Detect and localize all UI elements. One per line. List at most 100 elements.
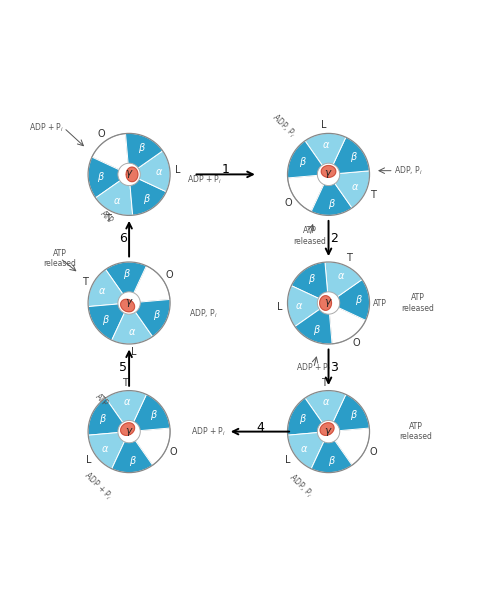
Text: β: β [298, 414, 304, 424]
Wedge shape [96, 175, 132, 215]
Wedge shape [294, 303, 331, 344]
Text: 3: 3 [329, 361, 337, 374]
Text: 6: 6 [120, 232, 127, 245]
Text: β: β [153, 310, 159, 320]
Wedge shape [111, 431, 152, 473]
Text: O: O [369, 448, 376, 457]
Text: ADP, P$_i$: ADP, P$_i$ [188, 308, 217, 320]
Text: ADP, P$_i$: ADP, P$_i$ [393, 164, 421, 177]
Wedge shape [304, 133, 345, 175]
Text: L: L [86, 455, 91, 465]
Circle shape [118, 421, 140, 443]
Text: α: α [99, 286, 105, 296]
Text: β: β [128, 456, 134, 466]
Text: T: T [82, 277, 87, 287]
Text: ATP
released: ATP released [44, 248, 76, 268]
Text: β: β [123, 269, 130, 278]
Text: ADP, P$_i$: ADP, P$_i$ [286, 471, 314, 500]
Wedge shape [111, 303, 152, 344]
Wedge shape [287, 398, 328, 435]
Text: α: α [128, 328, 134, 337]
Text: $\gamma$: $\gamma$ [124, 425, 133, 437]
Text: ADP + P$_i$: ADP + P$_i$ [81, 469, 114, 502]
Wedge shape [328, 394, 369, 431]
Circle shape [118, 292, 140, 314]
Wedge shape [129, 299, 170, 337]
Text: $\gamma$: $\gamma$ [124, 297, 133, 309]
Wedge shape [88, 303, 129, 340]
Text: α: α [322, 140, 328, 150]
Wedge shape [324, 262, 361, 303]
Wedge shape [129, 394, 169, 431]
Text: β: β [99, 414, 105, 424]
Text: ATP: ATP [372, 298, 386, 307]
Text: ADP + P$_i$: ADP + P$_i$ [190, 425, 225, 438]
Text: 2: 2 [329, 232, 337, 245]
Polygon shape [120, 423, 134, 436]
Text: α: α [101, 443, 108, 454]
Text: T: T [370, 190, 375, 200]
Wedge shape [105, 391, 146, 431]
Wedge shape [125, 133, 162, 175]
Text: β: β [138, 143, 144, 152]
Polygon shape [120, 299, 134, 312]
Text: α: α [113, 196, 120, 206]
Text: ADP + P$_i$: ADP + P$_i$ [296, 362, 330, 374]
Text: ATP
released: ATP released [293, 226, 325, 245]
Text: α: α [295, 301, 301, 311]
Text: T: T [121, 377, 128, 388]
Wedge shape [304, 391, 345, 431]
Wedge shape [311, 175, 351, 215]
Text: T: T [346, 253, 351, 263]
Wedge shape [88, 269, 129, 307]
Text: O: O [97, 129, 105, 139]
Wedge shape [129, 266, 169, 303]
Text: β: β [298, 157, 304, 167]
Text: ATP: ATP [93, 392, 109, 408]
Text: 5: 5 [119, 361, 127, 374]
Wedge shape [287, 175, 328, 212]
Text: α: α [337, 271, 344, 281]
Text: O: O [284, 197, 291, 208]
Text: O: O [169, 448, 177, 457]
Wedge shape [129, 151, 170, 192]
Text: $\gamma$: $\gamma$ [124, 169, 133, 181]
Circle shape [317, 292, 339, 314]
Text: ATP
released: ATP released [398, 422, 432, 442]
Wedge shape [291, 262, 328, 303]
Text: 1: 1 [221, 163, 229, 176]
Text: $\gamma$: $\gamma$ [324, 297, 332, 309]
Text: $\gamma$: $\gamma$ [324, 169, 332, 181]
Text: ADP + P$_i$: ADP + P$_i$ [29, 122, 64, 134]
Text: β: β [96, 172, 103, 182]
Text: β: β [327, 456, 334, 466]
Polygon shape [320, 423, 333, 436]
Text: β: β [143, 194, 149, 203]
Polygon shape [321, 166, 335, 178]
Wedge shape [287, 286, 328, 326]
Text: β: β [327, 199, 334, 209]
Text: 4: 4 [255, 421, 264, 434]
Polygon shape [126, 167, 138, 182]
Wedge shape [311, 431, 351, 473]
Wedge shape [88, 398, 129, 435]
Wedge shape [287, 141, 328, 178]
Text: L: L [285, 455, 290, 465]
Text: L: L [131, 347, 136, 357]
Wedge shape [328, 137, 369, 175]
Text: O: O [352, 338, 360, 349]
Text: ATP: ATP [98, 209, 115, 226]
Text: α: α [300, 443, 307, 454]
Text: β: β [349, 410, 355, 419]
Wedge shape [129, 175, 166, 215]
Wedge shape [129, 428, 170, 465]
Polygon shape [319, 296, 331, 310]
Text: β: β [150, 410, 156, 419]
Text: ADP + P$_i$: ADP + P$_i$ [186, 174, 221, 186]
Text: α: α [123, 397, 130, 407]
Text: α: α [155, 167, 161, 177]
Wedge shape [328, 171, 369, 208]
Text: L: L [321, 121, 326, 130]
Circle shape [317, 421, 339, 443]
Text: β: β [354, 295, 360, 305]
